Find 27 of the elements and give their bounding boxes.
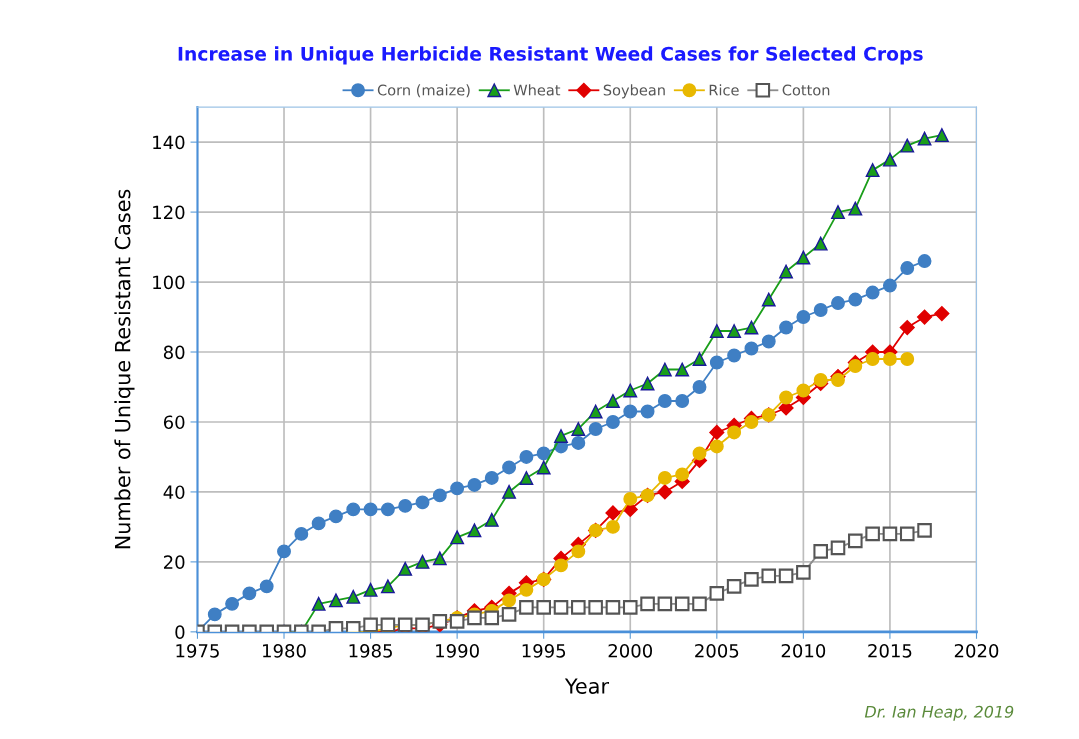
y-tick-label: 120: [153, 205, 185, 220]
y-tick-label: 0: [175, 625, 185, 639]
legend-label: Cotton: [782, 84, 830, 96]
x-tick-label: 2020: [954, 643, 999, 658]
x-tick-label: 1995: [522, 643, 566, 658]
legend-label: Corn (maize): [377, 84, 470, 98]
x-tick-label: 2010: [781, 643, 826, 658]
y-tick-label: 60: [163, 415, 185, 430]
x-tick-label: 1980: [263, 643, 306, 658]
x-tick-label: 2015: [868, 643, 912, 658]
y-tick-label: 100: [153, 275, 185, 290]
y-axis-title: Number of Unique Resistant Cases: [114, 189, 135, 549]
x-tick-label: 2005: [695, 643, 739, 658]
y-tick-label: 80: [163, 345, 185, 360]
x-axis-title: Year: [564, 678, 610, 694]
x-tick-label: 2000: [608, 643, 653, 658]
x-tick-label: 1985: [349, 643, 392, 658]
y-tick-label: 20: [164, 555, 185, 569]
text: Dr. Ian Heap, 2019: [864, 705, 1014, 721]
x-tick-label: 1990: [436, 643, 479, 658]
x-tick-label: 1975: [176, 643, 219, 658]
legend-label: Rice: [709, 84, 739, 96]
y-tick-label: 140: [153, 135, 185, 150]
y-tick-label: 40: [163, 485, 185, 500]
legend-label: Wheat: [513, 84, 561, 96]
legend-label: Soybean: [603, 84, 665, 99]
chart-title: Increase in Unique Herbicide Resistant Weed Cases for Selected Crops: [178, 46, 923, 65]
